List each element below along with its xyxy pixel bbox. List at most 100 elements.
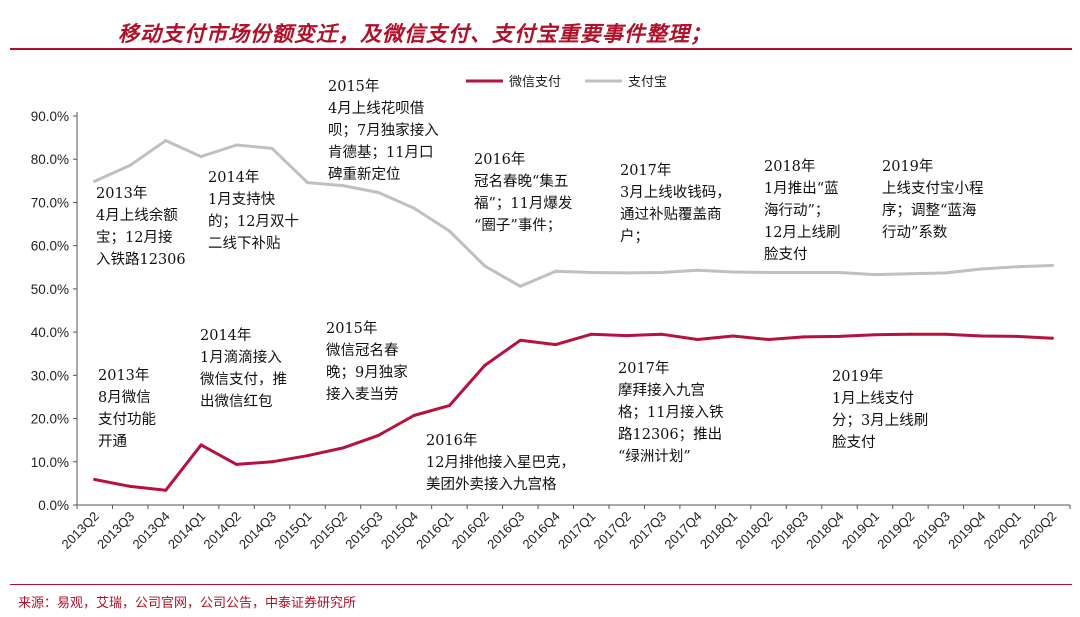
annotation-alipay-2013: 2013年 4月上线余额 宝；12月接 入铁路12306: [96, 186, 186, 268]
data-point-alipay: [341, 184, 345, 188]
data-point-wechat: [767, 337, 771, 341]
series-line-alipay: [93, 139, 1054, 288]
x-tick-label: 2016Q3: [484, 509, 527, 552]
footer-divider: [10, 584, 1072, 585]
data-point-alipay: [518, 284, 522, 288]
x-tick-label: 2014Q1: [165, 509, 208, 552]
annotation-alipay-2015: 2015年 4月上线花呗借 呗；7月独家接入 肯德基；11月口 碑重新定位: [328, 79, 439, 183]
data-point-alipay: [696, 268, 700, 272]
annotation-alipay-2017: 2017年 3月上线收钱码， 通过补贴覆盖商 户；: [620, 163, 731, 245]
legend: 微信支付 支付宝: [466, 75, 667, 90]
data-point-alipay: [93, 179, 97, 183]
data-point-wechat: [696, 337, 700, 341]
data-point-alipay: [625, 271, 629, 275]
title-divider: [10, 48, 1072, 50]
data-point-wechat: [873, 333, 877, 337]
data-point-wechat: [199, 443, 203, 447]
data-point-alipay: [944, 271, 948, 275]
annotation-alipay-2014: 2014年 1月支持快 的；12月双十 二线下补贴: [208, 170, 299, 252]
data-point-wechat: [483, 363, 487, 367]
data-point-wechat: [412, 414, 416, 418]
data-point-wechat: [625, 334, 629, 338]
x-tick-label: 2014Q2: [200, 509, 243, 552]
data-point-alipay: [1015, 265, 1019, 269]
y-tick-label: 80.0%: [31, 152, 69, 167]
data-point-alipay: [660, 270, 664, 274]
data-point-wechat: [1050, 336, 1054, 340]
x-tick-label: 2015Q2: [307, 509, 350, 552]
x-tick-label: 2015Q1: [271, 509, 314, 552]
x-tick-label: 2013Q3: [94, 509, 137, 552]
data-point-alipay: [554, 269, 558, 273]
series-line-wechat: [93, 332, 1054, 492]
data-point-wechat: [908, 332, 912, 336]
x-tick-label: 2019Q1: [839, 509, 882, 552]
y-tick-label: 50.0%: [31, 282, 69, 297]
data-point-wechat: [164, 488, 168, 492]
data-point-alipay: [908, 272, 912, 276]
x-tick-label: 2013Q4: [129, 509, 172, 552]
x-tick-label: 2017Q4: [661, 509, 704, 552]
data-point-alipay: [1050, 264, 1054, 268]
annotation-wechat-2013: 2013年 8月微信 支付功能 开通: [98, 368, 156, 450]
y-tick-label: 70.0%: [31, 195, 69, 210]
page-title: 移动支付市场份额变迁，及微信支付、支付宝重要事件整理；: [118, 21, 712, 46]
y-tick-label: 90.0%: [31, 109, 69, 124]
data-point-wechat: [447, 404, 451, 408]
data-point-alipay: [447, 229, 451, 233]
x-tick-label: 2014Q3: [236, 509, 279, 552]
legend-label-alipay: 支付宝: [628, 75, 667, 90]
data-point-alipay: [837, 270, 841, 274]
data-point-alipay: [802, 270, 806, 274]
x-tick-label: 2017Q1: [555, 509, 598, 552]
data-point-wechat: [554, 343, 558, 347]
y-tick-label: 0.0%: [38, 498, 69, 513]
x-tick-label: 2018Q2: [732, 509, 775, 552]
data-point-wechat: [731, 334, 735, 338]
data-point-alipay: [270, 146, 274, 150]
data-point-wechat: [376, 433, 380, 437]
data-point-wechat: [306, 454, 310, 458]
x-tick-label: 2016Q2: [449, 509, 492, 552]
annotation-alipay-2018: 2018年 1月推出“蓝 海行动”； 12月上线刷 脸支付: [764, 159, 841, 263]
x-tick-label: 2018Q4: [803, 509, 846, 552]
x-tick-label: 2019Q2: [874, 509, 917, 552]
x-tick-label: 2017Q2: [590, 509, 633, 552]
data-point-alipay: [979, 267, 983, 271]
data-point-alipay: [767, 270, 771, 274]
data-point-alipay: [199, 155, 203, 159]
data-point-alipay: [306, 181, 310, 185]
x-tick-label: 2015Q4: [378, 509, 421, 552]
data-point-alipay: [128, 163, 132, 167]
annotation-wechat-2016: 2016年 12月排他接入星巴克， 美团外卖接入九宫格: [426, 433, 575, 493]
data-point-wechat: [1015, 334, 1019, 338]
data-point-wechat: [128, 484, 132, 488]
data-point-wechat: [802, 335, 806, 339]
annotation-wechat-2015: 2015年 微信冠名春 晚；9月独家 接入麦当劳: [326, 321, 408, 403]
data-point-alipay: [483, 264, 487, 268]
x-tick-label: 2019Q4: [945, 509, 988, 552]
data-point-alipay: [873, 273, 877, 277]
data-point-alipay: [412, 206, 416, 210]
data-point-wechat: [518, 338, 522, 342]
x-tick-label: 2020Q1: [981, 509, 1024, 552]
data-point-wechat: [589, 332, 593, 336]
data-point-wechat: [837, 334, 841, 338]
annotation-alipay-2019: 2019年 上线支付宝小程 序；调整“蓝海 行动”系数: [882, 159, 984, 241]
data-point-wechat: [660, 332, 664, 336]
data-point-wechat: [235, 462, 239, 466]
data-point-wechat: [341, 446, 345, 450]
x-tick-label: 2015Q3: [342, 509, 385, 552]
x-tick-label: 2018Q3: [768, 509, 811, 552]
x-tick-label: 2018Q1: [697, 509, 740, 552]
data-point-alipay: [589, 270, 593, 274]
data-point-alipay: [235, 143, 239, 147]
data-point-wechat: [979, 334, 983, 338]
y-tick-label: 30.0%: [31, 368, 69, 383]
data-point-wechat: [944, 332, 948, 336]
annotation-wechat-2019: 2019年 1月上线支付 分；3月上线刷 脸支付: [832, 369, 929, 451]
x-tick-label: 2019Q3: [910, 509, 953, 552]
legend-label-wechat: 微信支付: [509, 75, 561, 90]
x-tick-label: 2016Q4: [520, 509, 563, 552]
